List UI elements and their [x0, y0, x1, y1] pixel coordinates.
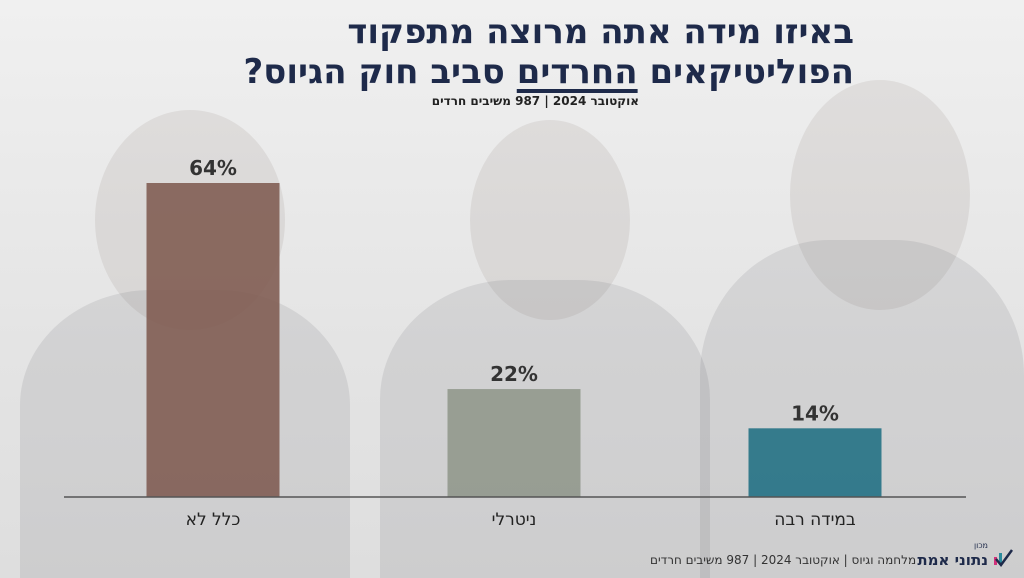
logo: מכון נתוני אמת [917, 541, 1018, 573]
background-face-right [790, 80, 970, 310]
value-label-3: 14% [791, 401, 839, 425]
bar-3 [748, 428, 882, 497]
bars-group: 64% כלל לא 22% ניטרלי 14% במידה רבה [146, 156, 882, 530]
category-label-1: כלל לא [186, 510, 241, 530]
category-label-3: במידה רבה [774, 510, 856, 530]
bar-2 [447, 389, 581, 497]
logo-small-text: מכון [973, 541, 988, 550]
title-part-c: סביב חוק הגיוס? [243, 52, 517, 92]
bar-1 [146, 183, 280, 497]
logo-name: נתוני אמת [917, 551, 988, 569]
background-body-right [700, 240, 1024, 578]
title-part-a: הפוליטיקאים [637, 52, 854, 92]
chart-subtitle: אוקטובר 2024 | 987 משיבים חרדים [431, 94, 639, 108]
title-line-2: הפוליטיקאים החרדים סביב חוק הגיוס? [134, 52, 854, 92]
category-label-2: ניטרלי [492, 510, 537, 530]
background-face-center [470, 120, 630, 320]
value-label-1: 64% [189, 156, 237, 180]
checkmark-bars-icon [994, 549, 1014, 568]
value-label-2: 22% [490, 362, 538, 386]
title-line-1: באיזו מידה אתה מרוצה מתפקוד [347, 12, 854, 52]
title-underlined-word: החרדים [516, 52, 638, 92]
footer-source: מלחמה וגיוס | אוקטובר 2024 | 987 משיבים … [650, 553, 917, 567]
chart-title: באיזו מידה אתה מרוצה מתפקוד הפוליטיקאים … [134, 12, 854, 92]
